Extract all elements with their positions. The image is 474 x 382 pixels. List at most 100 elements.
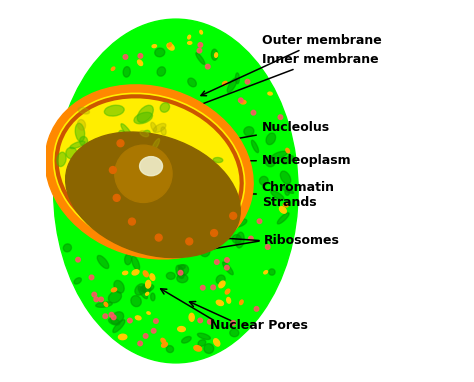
Ellipse shape <box>194 346 201 351</box>
Ellipse shape <box>132 270 139 275</box>
Text: Chromatin
Strands: Chromatin Strands <box>203 181 335 209</box>
Circle shape <box>138 53 143 58</box>
Ellipse shape <box>132 256 139 270</box>
Ellipse shape <box>113 320 125 333</box>
Ellipse shape <box>280 186 293 193</box>
Ellipse shape <box>74 278 82 284</box>
Ellipse shape <box>66 147 77 159</box>
Ellipse shape <box>233 219 247 227</box>
Circle shape <box>94 297 99 302</box>
Ellipse shape <box>166 346 173 353</box>
Ellipse shape <box>118 334 127 340</box>
Circle shape <box>111 315 116 320</box>
Circle shape <box>103 314 108 319</box>
Ellipse shape <box>236 73 239 84</box>
Ellipse shape <box>64 244 72 252</box>
Ellipse shape <box>139 130 151 145</box>
Text: Nuclear Pores: Nuclear Pores <box>210 319 308 332</box>
Ellipse shape <box>70 141 85 149</box>
Circle shape <box>245 79 250 84</box>
Ellipse shape <box>134 112 153 124</box>
Circle shape <box>251 110 256 115</box>
Text: Ribosomes: Ribosomes <box>264 234 339 247</box>
Ellipse shape <box>198 333 210 340</box>
Ellipse shape <box>264 271 267 274</box>
Circle shape <box>128 318 132 323</box>
Text: Inner membrane: Inner membrane <box>193 53 378 108</box>
Ellipse shape <box>111 67 115 70</box>
Circle shape <box>117 140 124 147</box>
Ellipse shape <box>283 156 293 164</box>
Ellipse shape <box>121 124 133 139</box>
Ellipse shape <box>178 327 185 332</box>
Ellipse shape <box>266 133 275 145</box>
Circle shape <box>64 177 70 182</box>
Ellipse shape <box>240 300 243 304</box>
Circle shape <box>178 270 183 275</box>
Ellipse shape <box>110 312 124 324</box>
Ellipse shape <box>285 189 290 195</box>
Ellipse shape <box>188 78 196 87</box>
Ellipse shape <box>196 53 205 65</box>
Circle shape <box>231 320 236 325</box>
Ellipse shape <box>146 280 151 288</box>
Ellipse shape <box>65 132 240 257</box>
Circle shape <box>109 312 114 317</box>
Ellipse shape <box>143 271 148 277</box>
Ellipse shape <box>211 49 218 60</box>
Ellipse shape <box>118 130 126 141</box>
Ellipse shape <box>77 120 85 130</box>
Ellipse shape <box>178 265 189 275</box>
Ellipse shape <box>45 85 253 259</box>
Ellipse shape <box>109 291 121 303</box>
Ellipse shape <box>104 302 108 306</box>
Circle shape <box>230 212 237 219</box>
Ellipse shape <box>222 81 227 85</box>
Circle shape <box>215 260 219 264</box>
Ellipse shape <box>75 123 85 142</box>
Ellipse shape <box>57 152 66 167</box>
Ellipse shape <box>135 284 146 295</box>
Ellipse shape <box>153 123 166 133</box>
Circle shape <box>113 194 120 201</box>
Circle shape <box>210 230 218 236</box>
Ellipse shape <box>161 163 169 172</box>
Circle shape <box>198 43 203 47</box>
Ellipse shape <box>80 136 88 146</box>
Circle shape <box>99 297 103 302</box>
Ellipse shape <box>125 254 131 265</box>
Ellipse shape <box>168 43 172 47</box>
Ellipse shape <box>225 289 230 294</box>
Ellipse shape <box>137 105 153 123</box>
Circle shape <box>205 64 210 69</box>
Ellipse shape <box>227 298 230 303</box>
Ellipse shape <box>259 176 268 185</box>
Circle shape <box>186 238 193 245</box>
Ellipse shape <box>215 53 218 57</box>
Ellipse shape <box>189 313 194 321</box>
Ellipse shape <box>78 107 90 114</box>
Ellipse shape <box>198 340 206 346</box>
Ellipse shape <box>283 203 288 207</box>
Ellipse shape <box>151 122 156 131</box>
Ellipse shape <box>96 302 112 308</box>
Ellipse shape <box>167 44 174 50</box>
Ellipse shape <box>123 271 128 275</box>
Circle shape <box>109 167 116 173</box>
Ellipse shape <box>166 272 175 279</box>
Circle shape <box>138 341 142 346</box>
Text: Nucleoplasm: Nucleoplasm <box>186 154 351 167</box>
Ellipse shape <box>139 157 163 176</box>
Ellipse shape <box>232 235 241 243</box>
Circle shape <box>198 318 202 323</box>
Circle shape <box>155 234 162 241</box>
Ellipse shape <box>54 19 298 363</box>
Ellipse shape <box>150 274 155 280</box>
Ellipse shape <box>155 48 165 57</box>
Circle shape <box>154 319 158 324</box>
Circle shape <box>92 292 97 297</box>
Ellipse shape <box>240 100 246 104</box>
Ellipse shape <box>163 160 180 172</box>
Ellipse shape <box>54 93 245 251</box>
Ellipse shape <box>142 284 151 293</box>
